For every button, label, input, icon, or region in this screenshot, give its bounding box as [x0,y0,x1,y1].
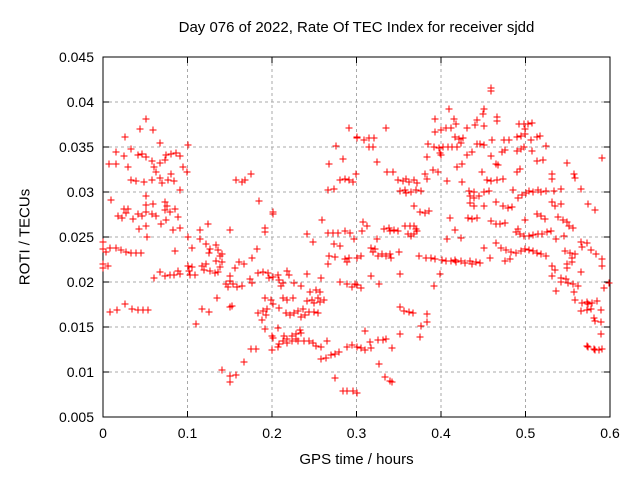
svg-text:0.3: 0.3 [347,425,367,441]
svg-text:0.025: 0.025 [59,229,94,245]
svg-text:0: 0 [99,425,107,441]
svg-text:0.6: 0.6 [600,425,620,441]
svg-text:0.2: 0.2 [262,425,282,441]
scatter-points [99,84,613,397]
svg-text:0.035: 0.035 [59,139,94,155]
svg-text:0.04: 0.04 [67,94,94,110]
svg-text:0.4: 0.4 [431,425,451,441]
x-axis-label: GPS time / hours [299,451,414,468]
y-axis-label: ROTI / TECUs [16,188,34,286]
svg-text:0.03: 0.03 [67,184,94,200]
svg-text:0.045: 0.045 [59,49,94,65]
svg-text:0.01: 0.01 [67,364,94,380]
svg-text:0.015: 0.015 [59,319,94,335]
chart-title: Day 076 of 2022, Rate Of TEC Index for r… [178,19,535,36]
svg-text:0.005: 0.005 [59,409,94,425]
svg-text:0.5: 0.5 [516,425,536,441]
svg-text:0.02: 0.02 [67,274,94,290]
svg-text:0.1: 0.1 [178,425,198,441]
